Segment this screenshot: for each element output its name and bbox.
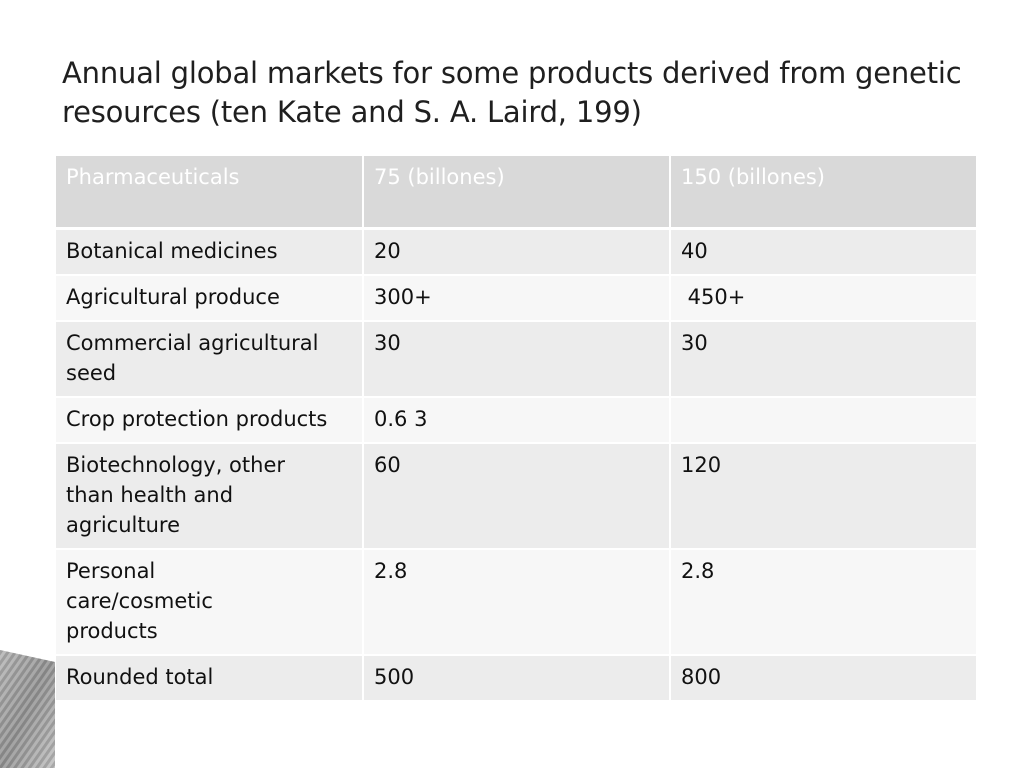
table-cell-value-2: 40	[670, 228, 976, 276]
corner-decoration-graphic	[0, 650, 55, 768]
table-row: Biotechnology, other than health and agr…	[56, 442, 976, 550]
table-cell-product: Agricultural produce	[56, 274, 364, 322]
table-cell-value-1: 30	[363, 320, 671, 398]
table-cell-value-1: 60	[363, 442, 671, 550]
market-table: Pharmaceuticals 75 (billones) 150 (billo…	[56, 156, 976, 702]
table-cell-value-2: 450+	[670, 274, 976, 322]
table-cell-value-2: 30	[670, 320, 976, 398]
table-row: Crop protection products 0.6 3	[56, 396, 976, 444]
table-cell-value-1: 0.6 3	[363, 396, 671, 444]
table-cell-product: Personal care/cosmetic products	[56, 548, 364, 656]
table-cell-value-2: 120	[670, 442, 976, 550]
table-row: Agricultural produce 300+ 450+	[56, 274, 976, 322]
table-cell-product: Commercial agricultural seed	[56, 320, 364, 398]
market-table-container: Pharmaceuticals 75 (billones) 150 (billo…	[56, 156, 976, 702]
table-cell-product: Rounded total	[56, 654, 364, 702]
table-cell-value-2: 800	[670, 654, 976, 702]
table-cell-value-2: 2.8	[670, 548, 976, 656]
table-cell-product: Botanical medicines	[56, 228, 364, 276]
table-cell-value-1: 500	[363, 654, 671, 702]
table-row: Personal care/cosmetic products 2.8 2.8	[56, 548, 976, 656]
table-cell-value-1: 300+	[363, 274, 671, 322]
table-header-row: Pharmaceuticals 75 (billones) 150 (billo…	[56, 156, 976, 230]
table-cell-value-2	[670, 396, 976, 444]
table-cell-product: Crop protection products	[56, 396, 364, 444]
table-row: Botanical medicines 20 40	[56, 228, 976, 276]
header-cell-value-1: 75 (billones)	[363, 156, 671, 230]
table-cell-value-1: 2.8	[363, 548, 671, 656]
table-cell-product: Biotechnology, other than health and agr…	[56, 442, 364, 550]
header-cell-value-2: 150 (billones)	[670, 156, 976, 230]
slide-title: Annual global markets for some products …	[62, 56, 962, 129]
header-cell-product: Pharmaceuticals	[56, 156, 364, 230]
table-row: Rounded total 500 800	[56, 654, 976, 702]
table-cell-value-1: 20	[363, 228, 671, 276]
table-row: Commercial agricultural seed 30 30	[56, 320, 976, 398]
